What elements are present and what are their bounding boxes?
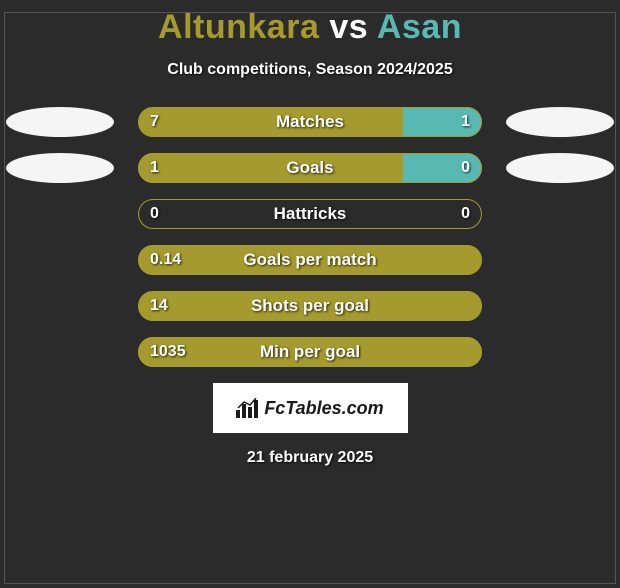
stat-label: Min per goal xyxy=(260,342,360,362)
stat-bar-fill-right xyxy=(403,153,482,183)
stat-row: 0.14 Goals per match xyxy=(0,245,620,275)
stat-bar-fill-right xyxy=(403,107,482,137)
bars-icon xyxy=(236,398,258,418)
avatar-left xyxy=(6,107,114,137)
avatar-right xyxy=(506,107,614,137)
stat-value-left: 1035 xyxy=(150,343,186,361)
avatar-left xyxy=(6,153,114,183)
stat-value-left: 0 xyxy=(150,205,159,223)
stat-bar-track: 1035 Min per goal xyxy=(138,337,482,367)
stat-value-right: 0 xyxy=(461,205,470,223)
stat-bar-track: 1 0 Goals xyxy=(138,153,482,183)
stat-row: 1 0 Goals xyxy=(0,153,620,183)
stat-row: 0 0 Hattricks xyxy=(0,199,620,229)
stats-chart: 7 1 Matches 1 0 Goals 0 0 Hattricks 0.14 Goals per… xyxy=(0,107,620,367)
stat-label: Goals xyxy=(286,158,333,178)
stat-label: Shots per goal xyxy=(251,296,369,316)
stat-value-right: 1 xyxy=(461,113,470,131)
stat-value-left: 0.14 xyxy=(150,251,181,269)
stat-label: Hattricks xyxy=(274,204,347,224)
stat-value-right: 0 xyxy=(461,159,470,177)
stat-value-left: 1 xyxy=(150,159,159,177)
stat-value-left: 7 xyxy=(150,113,159,131)
stat-bar-fill-left xyxy=(138,153,403,183)
stat-row: 7 1 Matches xyxy=(0,107,620,137)
avatar-right xyxy=(506,153,614,183)
stat-label: Goals per match xyxy=(243,250,376,270)
stat-bar-fill-left xyxy=(138,107,403,137)
stat-bar-track: 0 0 Hattricks xyxy=(138,199,482,229)
stat-row: 14 Shots per goal xyxy=(0,291,620,321)
stat-label: Matches xyxy=(276,112,344,132)
stat-bar-track: 14 Shots per goal xyxy=(138,291,482,321)
stat-row: 1035 Min per goal xyxy=(0,337,620,367)
stat-value-left: 14 xyxy=(150,297,168,315)
stat-bar-track: 7 1 Matches xyxy=(138,107,482,137)
stat-bar-track: 0.14 Goals per match xyxy=(138,245,482,275)
